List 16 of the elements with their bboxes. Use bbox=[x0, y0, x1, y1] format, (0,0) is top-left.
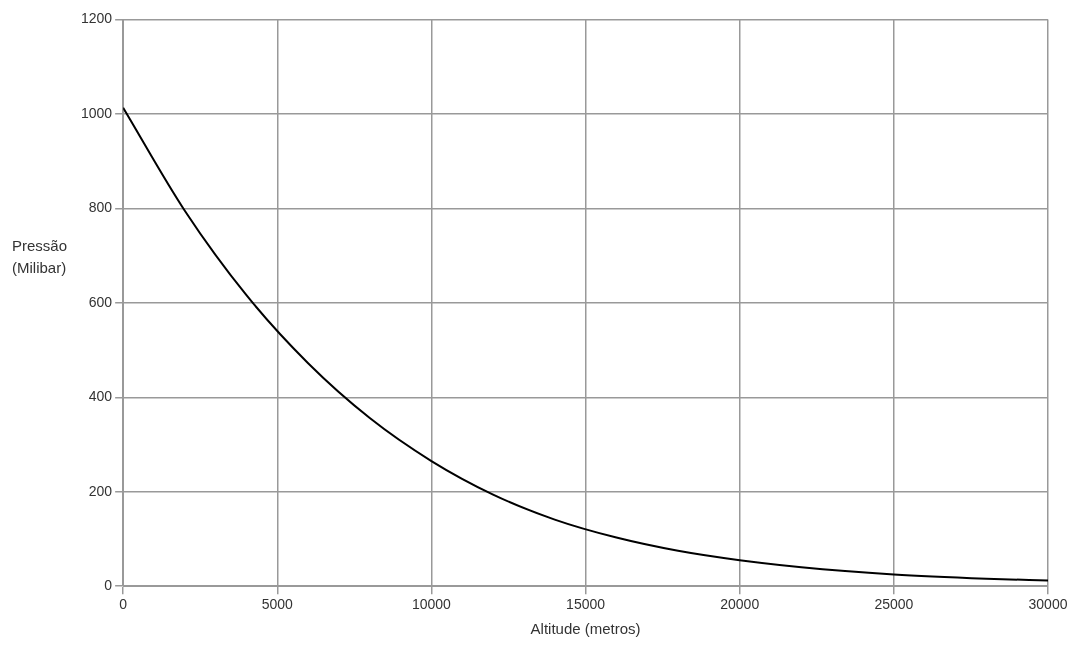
x-axis-title: Altitude (metros) bbox=[530, 620, 641, 638]
y-tick-label: 400 bbox=[88, 388, 113, 405]
x-tick-label: 0 bbox=[119, 596, 128, 613]
y-tick-label: 0 bbox=[104, 577, 113, 594]
y-axis-title: Pressão (Milibar) bbox=[12, 236, 68, 276]
y-tick-label: 1000 bbox=[80, 104, 113, 121]
x-tick-label: 10000 bbox=[411, 596, 452, 613]
x-tick-label: 30000 bbox=[1028, 596, 1068, 613]
y-tick-label: 800 bbox=[88, 199, 113, 216]
y-tick-label: 600 bbox=[88, 293, 113, 310]
y-tick-label: 200 bbox=[88, 482, 113, 499]
x-tick-label: 5000 bbox=[261, 596, 294, 613]
y-tick-label: 1200 bbox=[80, 10, 113, 27]
x-tick-label: 25000 bbox=[874, 596, 914, 613]
x-tick-label: 15000 bbox=[566, 596, 606, 613]
x-tick-label: 20000 bbox=[720, 596, 760, 613]
